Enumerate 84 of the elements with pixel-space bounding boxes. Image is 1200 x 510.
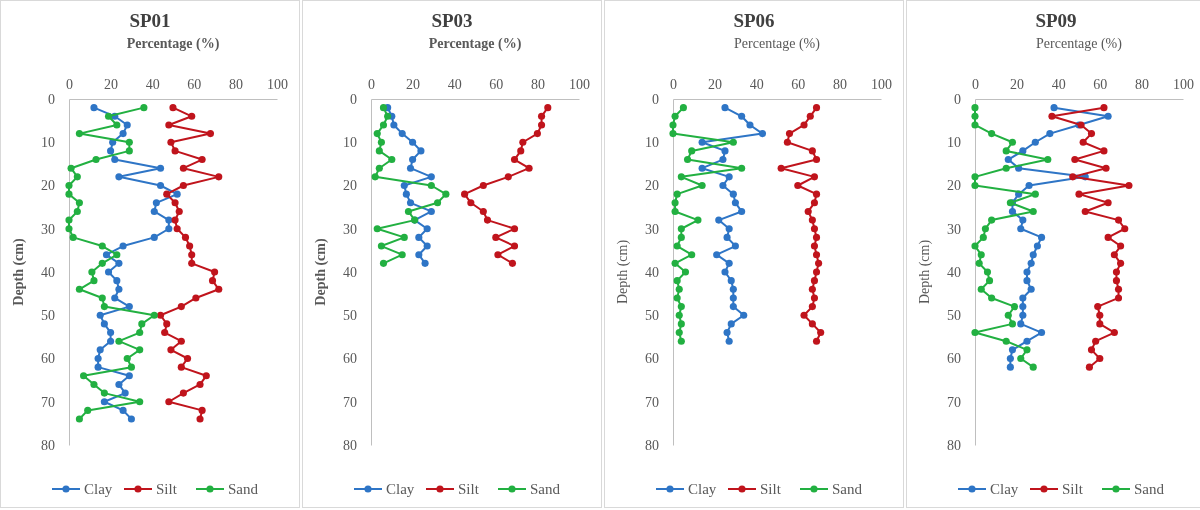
y-tick-label: 20	[41, 178, 55, 194]
y-tick-label: 50	[947, 308, 961, 324]
y-tick-label: 40	[343, 264, 357, 280]
y-tick-label: 20	[343, 178, 357, 194]
y-tick-label: 0	[350, 91, 357, 107]
y-tick-label: 80	[41, 437, 55, 453]
y-tick-label: 60	[947, 351, 961, 367]
x-tick-label: 60	[187, 77, 202, 92]
legend-label: Sand	[530, 481, 561, 497]
legend-label: Clay	[990, 481, 1019, 497]
legend-label: Clay	[386, 481, 415, 497]
y-tick-label: 0	[48, 91, 55, 107]
y-tick-label: 40	[41, 264, 55, 280]
x-tick-label: 20	[708, 77, 723, 92]
y-tick-label: 50	[41, 308, 55, 324]
x-tick-label: 0	[670, 77, 677, 92]
y-tick-label: 20	[645, 178, 659, 194]
y-tick-label: 30	[645, 221, 659, 237]
y-tick-label: 0	[954, 91, 961, 107]
y-tick-label: 30	[41, 221, 55, 237]
x-tick-label: 40	[1051, 77, 1066, 92]
x-tick-label: 100	[569, 77, 590, 92]
chart-title: SP09	[1035, 10, 1077, 31]
x-tick-label: 40	[145, 77, 160, 92]
legend-label: Sand	[1134, 481, 1165, 497]
x-tick-label: 60	[489, 77, 504, 92]
y-axis-title: Depth (cm)	[11, 238, 27, 306]
x-tick-label: 20	[1010, 77, 1025, 92]
x-tick-label: 80	[1134, 77, 1149, 92]
chart-title: SP01	[129, 10, 171, 31]
y-tick-label: 70	[41, 394, 55, 410]
x-tick-label: 0	[972, 77, 979, 92]
y-tick-label: 80	[947, 437, 961, 453]
chart-title: SP06	[733, 10, 775, 31]
y-axis-title: Depth (cm)	[615, 239, 631, 305]
y-tick-label: 30	[947, 221, 961, 237]
y-tick-label: 10	[343, 135, 357, 151]
y-tick-label: 20	[947, 178, 961, 194]
x-tick-label: 80	[832, 77, 847, 92]
x-tick-label: 100	[267, 77, 288, 92]
y-tick-label: 10	[41, 135, 55, 151]
legend-label: Sand	[228, 481, 259, 497]
chart-title: SP03	[431, 10, 473, 31]
y-tick-label: 40	[645, 264, 659, 280]
x-axis-title: Percentage (%)	[428, 36, 522, 52]
x-tick-label: 20	[406, 77, 421, 92]
legend-label: Sand	[832, 481, 863, 497]
x-tick-label: 20	[104, 77, 119, 92]
x-tick-label: 40	[749, 77, 764, 92]
y-tick-label: 10	[947, 135, 961, 151]
x-tick-label: 0	[368, 77, 375, 92]
y-tick-label: 80	[645, 437, 659, 453]
x-tick-label: 80	[228, 77, 243, 92]
legend-label: Clay	[688, 481, 717, 497]
y-axis-title: Depth (cm)	[313, 238, 329, 306]
y-tick-label: 10	[645, 135, 659, 151]
y-axis-title: Depth (cm)	[917, 239, 933, 305]
y-tick-label: 50	[645, 308, 659, 324]
y-tick-label: 0	[652, 91, 659, 107]
x-tick-label: 100	[871, 77, 892, 92]
legend-label: Silt	[1062, 481, 1084, 497]
x-tick-label: 80	[530, 77, 545, 92]
x-tick-label: 60	[1093, 77, 1108, 92]
y-tick-label: 30	[343, 221, 357, 237]
x-axis-title: Percentage (%)	[1036, 36, 1123, 52]
x-tick-label: 100	[1173, 77, 1194, 92]
x-axis-title: Percentage (%)	[734, 36, 821, 52]
y-tick-label: 60	[343, 351, 357, 367]
y-tick-label: 50	[343, 308, 357, 324]
legend-label: Silt	[156, 481, 178, 497]
y-tick-label: 60	[41, 351, 55, 367]
legend-label: Silt	[458, 481, 480, 497]
y-tick-label: 70	[947, 394, 961, 410]
legend-label: Silt	[760, 481, 782, 497]
y-tick-label: 40	[947, 264, 961, 280]
x-axis-title: Percentage (%)	[126, 36, 220, 52]
y-tick-label: 70	[645, 394, 659, 410]
y-tick-label: 70	[343, 394, 357, 410]
y-tick-label: 80	[343, 437, 357, 453]
y-tick-label: 60	[645, 351, 659, 367]
legend-label: Clay	[84, 481, 113, 497]
x-tick-label: 60	[791, 77, 806, 92]
x-tick-label: 40	[447, 77, 462, 92]
x-tick-label: 0	[66, 77, 73, 92]
